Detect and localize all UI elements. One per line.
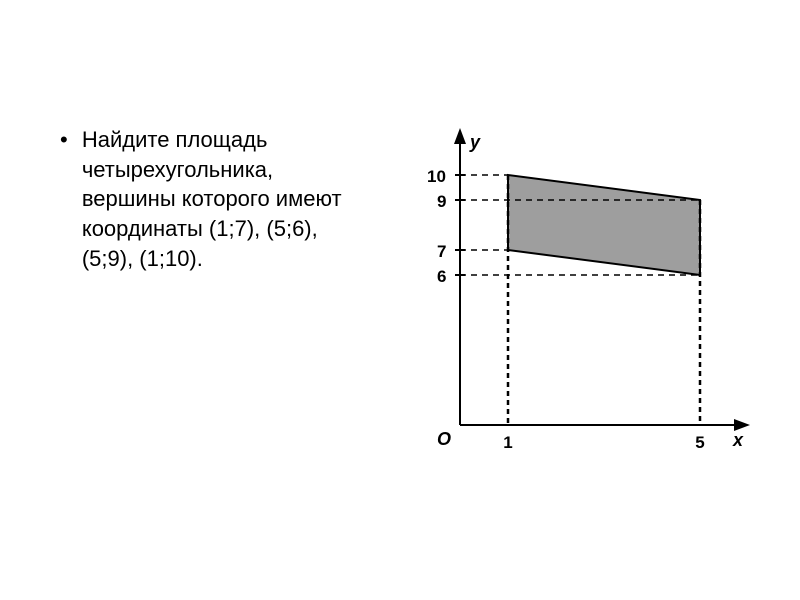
chart-svg: 10 9 7 6 1 5 O y x [395,120,765,470]
xtick-1: 1 [503,433,512,452]
problem-text: • Найдите площадь четырехугольника, верш… [60,125,360,273]
bullet-icon: • [60,125,68,155]
y-axis-label: y [469,132,481,152]
quadrilateral-shape [508,175,700,275]
ytick-9: 9 [437,192,446,211]
problem-statement: Найдите площадь четырехугольника, вершин… [82,125,352,273]
ytick-10: 10 [427,167,446,186]
x-axis-label: x [732,430,744,450]
xtick-5: 5 [695,433,704,452]
coordinate-chart: 10 9 7 6 1 5 O y x [395,120,765,470]
ytick-7: 7 [437,242,446,261]
ytick-6: 6 [437,267,446,286]
y-axis-arrow [454,128,466,144]
origin-label: O [437,429,451,449]
